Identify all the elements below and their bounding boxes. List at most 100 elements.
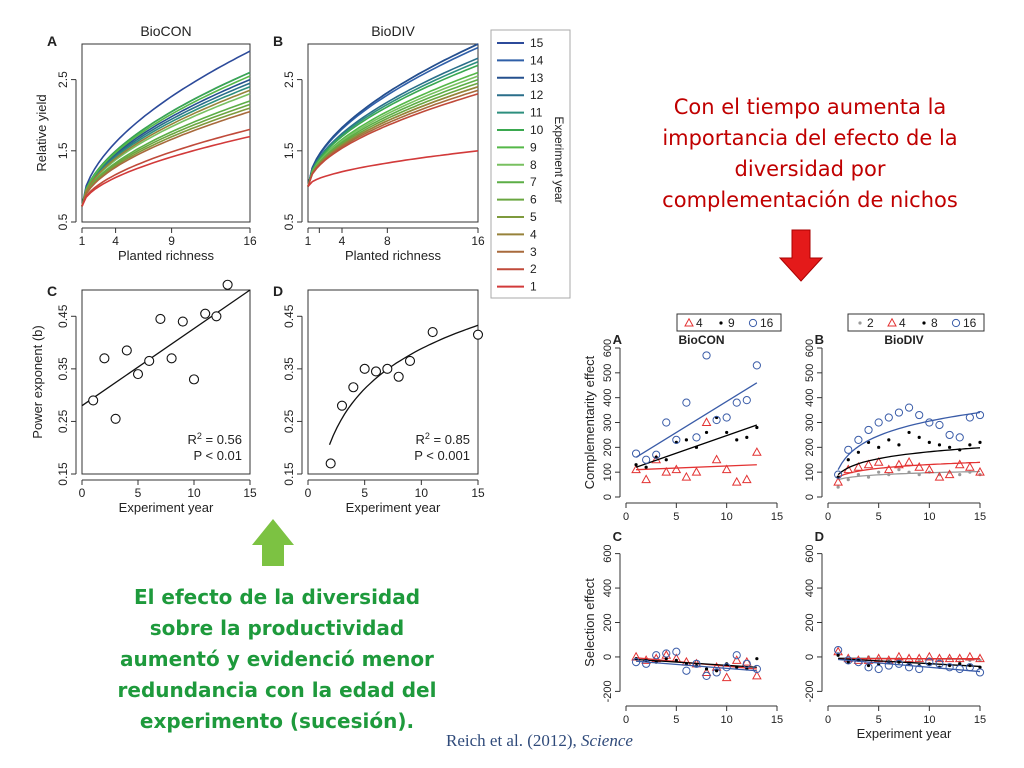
data-point xyxy=(741,656,752,666)
data-point xyxy=(755,425,759,430)
citation-journal: Science xyxy=(581,731,633,750)
data-point xyxy=(958,662,962,666)
data-point xyxy=(642,659,651,668)
data-point xyxy=(472,329,484,340)
curve-year-4 xyxy=(307,85,479,187)
data-point xyxy=(642,455,651,464)
diversity-effect-note: El efecto de la diversidad sobre la prod… xyxy=(117,585,437,733)
data-point xyxy=(958,448,962,452)
panel-c: 0 5 10 15 0.15 0.25 0.35 0.45 Experiment year Pow… xyxy=(30,279,257,515)
curve-year-12 xyxy=(81,82,251,207)
y-tick-label: 200 xyxy=(602,613,614,631)
data-point xyxy=(88,395,99,406)
data-point xyxy=(917,473,921,477)
data-point xyxy=(894,659,904,668)
panel-title: BioCON xyxy=(140,23,191,39)
legend-label-5: 5 xyxy=(530,210,537,224)
y-axis-label: Relative yield xyxy=(34,94,49,171)
x-tick-label: 0 xyxy=(79,486,86,500)
x-tick-label: 0 xyxy=(623,714,629,726)
y-tick-label: 600 xyxy=(602,544,614,562)
data-point xyxy=(894,408,904,417)
data-point xyxy=(897,468,901,472)
x-tick-label: 16 xyxy=(243,234,257,248)
data-point xyxy=(712,415,721,425)
data-point xyxy=(853,461,864,471)
y-tick-label: 1.5 xyxy=(282,142,296,159)
data-point xyxy=(704,430,709,435)
data-point xyxy=(702,351,711,360)
data-point xyxy=(897,660,901,664)
data-point xyxy=(222,279,233,290)
y-tick-label: 0.25 xyxy=(56,409,70,433)
data-point xyxy=(958,473,962,477)
x-tick-label: 1 xyxy=(79,234,86,248)
panel-d: 0 5 10 15 0.15 0.25 0.35 0.45 Experiment year D R2… xyxy=(273,283,485,515)
panel-b: 1 4 8 16 0.5 1.5 2.5 Planted richness B BioDIV xyxy=(273,23,485,263)
data-point xyxy=(978,473,982,477)
curve-year-1 xyxy=(81,135,251,207)
data-point xyxy=(752,361,761,370)
legend-experiment-year: 15 14 13 12 11 10 9 8 7 6 5 4 3 2 1 Experiment year xyxy=(490,29,571,299)
data-point xyxy=(682,398,691,407)
data-point xyxy=(200,308,211,319)
data-point xyxy=(965,413,974,422)
y-tick-label: 300 xyxy=(602,413,614,431)
data-point xyxy=(914,653,925,663)
data-point xyxy=(965,651,975,661)
data-point xyxy=(877,445,881,449)
data-point xyxy=(748,318,758,328)
y-tick-label: 0 xyxy=(804,654,816,660)
y-axis-label: Selection effect xyxy=(582,578,597,667)
data-point xyxy=(945,663,954,672)
data-point xyxy=(336,400,348,411)
data-point xyxy=(858,321,862,325)
data-point xyxy=(702,671,711,680)
legend-label-1: 1 xyxy=(530,280,537,294)
x-axis-label: Experiment year xyxy=(857,726,952,741)
data-point xyxy=(904,457,914,466)
data-point xyxy=(925,658,934,667)
fit-line xyxy=(81,289,251,407)
fit-line-16 xyxy=(636,660,757,672)
y-tick-label: 400 xyxy=(804,579,816,597)
y-tick-label: 400 xyxy=(602,579,614,597)
series-legend-label: 8 xyxy=(931,316,938,330)
legend-title: Experiment year xyxy=(552,116,566,203)
data-point xyxy=(897,443,901,447)
curve-year-6 xyxy=(307,82,479,187)
curve-year-3 xyxy=(307,89,479,187)
x-tick-label: 0 xyxy=(305,486,312,500)
data-point xyxy=(975,653,985,663)
data-point xyxy=(742,396,751,405)
data-point xyxy=(904,653,914,663)
data-point xyxy=(99,353,110,364)
x-tick-label: 10 xyxy=(721,714,733,726)
curve-year-8 xyxy=(81,93,251,207)
curve-year-8 xyxy=(307,75,479,187)
data-point xyxy=(719,321,723,325)
data-point xyxy=(836,653,840,657)
plot-frame xyxy=(307,289,479,475)
data-point xyxy=(884,413,893,422)
data-point xyxy=(732,651,741,660)
y-axis-label: Complementarity effect xyxy=(582,355,597,489)
panel-seld: 0 5 10 15 -200 0 200 400 600 Experiment year D xyxy=(804,529,986,741)
data-point xyxy=(188,374,200,385)
panel-a: 1 4 9 16 0.5 1.5 2.5 Planted richness Relative y… xyxy=(34,23,257,263)
panel-compa: 0 5 10 15 0 100 200 300 400 500 600 Complementarity… xyxy=(582,313,783,523)
y-tick-label: 0 xyxy=(602,654,614,660)
data-point xyxy=(735,438,739,442)
citation: Reich et al. (2012), Science xyxy=(446,731,633,751)
r-squared-label: R2 = 0.56 xyxy=(187,431,242,447)
curve-year-13 xyxy=(307,43,479,187)
data-point xyxy=(863,459,874,469)
x-tick-label: 0 xyxy=(825,714,831,726)
curve-year-11 xyxy=(307,61,479,187)
x-tick-label: 5 xyxy=(876,511,882,523)
data-point xyxy=(934,653,945,663)
fit-curve-8 xyxy=(837,447,981,476)
data-point xyxy=(873,457,884,466)
data-point xyxy=(907,470,911,474)
y-tick-label: 600 xyxy=(602,339,614,357)
